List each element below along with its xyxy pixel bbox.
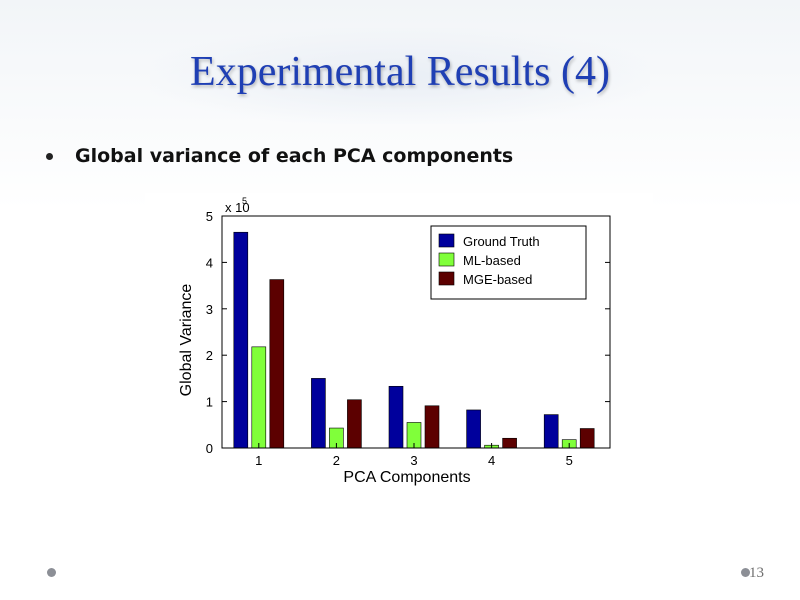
legend-swatch — [438, 252, 455, 267]
x-tick-label: 5 — [566, 453, 573, 468]
bar-mge-based — [502, 437, 517, 449]
bar-ground-truth — [233, 231, 249, 449]
page-number: 13 — [749, 565, 764, 581]
axis-scale-exponent: 5 — [242, 196, 247, 206]
bar-ml-based — [251, 346, 267, 449]
y-tick-label: 3 — [206, 302, 213, 317]
y-tick-label: 0 — [206, 441, 213, 456]
y-axis-label: Global Variance — [178, 284, 195, 397]
legend-label: Ground Truth — [463, 234, 540, 249]
x-tick-label: 4 — [488, 453, 495, 468]
title-background — [150, 28, 650, 124]
legend-swatch — [438, 233, 455, 248]
x-axis-ticks: 1 2 3 4 5 — [255, 443, 573, 468]
bar-mge-based — [347, 399, 362, 449]
bar-ground-truth — [543, 414, 559, 449]
y-tick-label: 4 — [206, 255, 213, 270]
chart-legend: Ground Truth ML-based MGE-based — [430, 225, 587, 300]
chart-figure: 0 1 2 3 4 5 1 2 3 4 5 x 10 5 Global Variance PCA … — [145, 193, 653, 487]
y-axis-ticks: 0 1 2 3 4 5 — [206, 209, 610, 456]
bar-mge-based — [269, 279, 285, 449]
legend-swatch — [438, 271, 455, 286]
x-tick-label: 1 — [255, 453, 262, 468]
bar-ground-truth — [466, 409, 481, 449]
footer-left-dot-icon — [47, 568, 56, 577]
y-tick-label: 1 — [206, 395, 213, 410]
x-tick-label: 2 — [333, 453, 340, 468]
bar-mge-based — [424, 405, 440, 449]
y-tick-label: 2 — [206, 348, 213, 363]
bar-ground-truth — [311, 378, 326, 449]
y-tick-label: 5 — [206, 209, 213, 224]
legend-box — [430, 225, 587, 300]
bullet-dot-icon — [46, 152, 53, 160]
bar-chart: 0 1 2 3 4 5 1 2 3 4 5 x 10 5 Global Variance PCA … — [178, 196, 611, 486]
bullet-text: Global variance of each PCA components — [75, 145, 514, 167]
bullet-item: Global variance of each PCA components — [46, 145, 513, 167]
legend-label: MGE-based — [463, 272, 532, 287]
plot-frame — [221, 215, 611, 449]
footer-right-dot-icon — [741, 568, 750, 577]
x-tick-label: 3 — [410, 453, 417, 468]
legend-label: ML-based — [463, 253, 521, 268]
axis-scale-label: x 10 — [225, 200, 250, 215]
bar-mge-based — [579, 428, 595, 449]
slide-title: Experimental Results (4) — [190, 49, 610, 95]
x-axis-label: PCA Components — [343, 469, 470, 486]
bar-ground-truth — [388, 385, 404, 449]
